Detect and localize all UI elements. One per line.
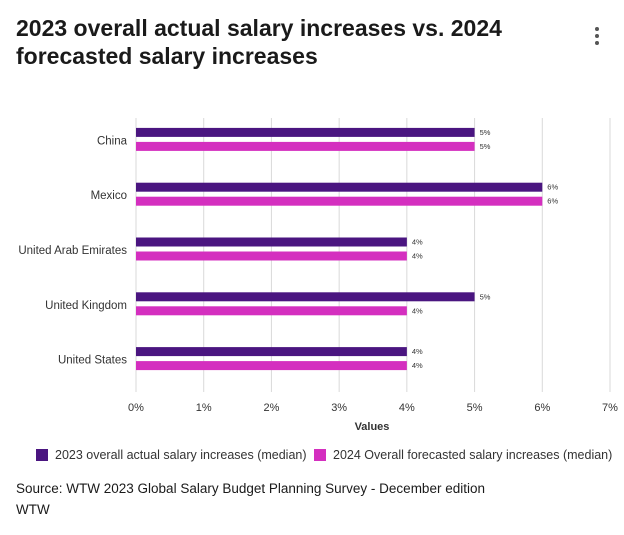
legend-item-2023[interactable]: 2023 overall actual salary increases (me…	[36, 448, 307, 462]
data-label: 5%	[480, 142, 491, 151]
bar-2023	[136, 292, 475, 302]
x-axis-title: Values	[355, 421, 390, 433]
bar-2023	[136, 182, 543, 192]
data-label: 5%	[480, 128, 491, 137]
category-label: United States	[58, 355, 127, 367]
bar-chart: 0% 1% 2% 3% 4% 5% 6% 7% Values China 5% 5% Mexico 6% 6…	[18, 118, 618, 433]
chart-legend: 2023 overall actual salary increases (me…	[36, 448, 616, 466]
bar-2023	[136, 127, 475, 137]
legend-item-2024[interactable]: 2024 Overall forecasted salary increases…	[314, 448, 612, 462]
bar-2023	[136, 347, 407, 357]
data-label: 4%	[412, 306, 423, 315]
more-options-button[interactable]	[588, 24, 606, 48]
x-tick-label: 2%	[263, 402, 279, 414]
chart-title: 2023 overall actual salary increases vs.…	[16, 15, 502, 69]
category-label: United Kingdom	[45, 300, 127, 312]
data-label: 4%	[412, 347, 423, 356]
bar-2024	[136, 361, 407, 371]
source-note: Source: WTW 2023 Global Salary Budget Pl…	[16, 481, 485, 496]
more-vertical-icon	[595, 27, 599, 31]
more-vertical-icon	[595, 41, 599, 45]
x-tick-label: 6%	[534, 402, 550, 414]
data-label: 4%	[412, 252, 423, 261]
bar-2024	[136, 141, 475, 151]
x-tick-label: 5%	[467, 402, 483, 414]
legend-swatch-2023	[36, 449, 48, 461]
bar-2023	[136, 237, 407, 247]
x-tick-label: 3%	[331, 402, 347, 414]
bar-2024	[136, 306, 407, 316]
x-tick-label: 1%	[196, 402, 212, 414]
bar-2024	[136, 251, 407, 261]
credit-note: WTW	[16, 502, 50, 517]
x-tick-label: 4%	[399, 402, 415, 414]
x-tick-label: 7%	[602, 402, 618, 414]
legend-label-2023: 2023 overall actual salary increases (me…	[55, 448, 307, 462]
data-label: 5%	[480, 292, 491, 301]
legend-swatch-2024	[314, 449, 326, 461]
data-label: 6%	[547, 197, 558, 206]
category-label: United Arab Emirates	[18, 245, 127, 257]
data-label: 4%	[412, 361, 423, 370]
bar-2024	[136, 196, 543, 206]
data-label: 4%	[412, 238, 423, 247]
data-label: 6%	[547, 183, 558, 192]
legend-label-2024: 2024 Overall forecasted salary increases…	[333, 448, 613, 462]
more-vertical-icon	[595, 34, 599, 38]
x-tick-label: 0%	[128, 402, 144, 414]
category-label: Mexico	[91, 190, 127, 202]
category-label: China	[97, 135, 128, 147]
